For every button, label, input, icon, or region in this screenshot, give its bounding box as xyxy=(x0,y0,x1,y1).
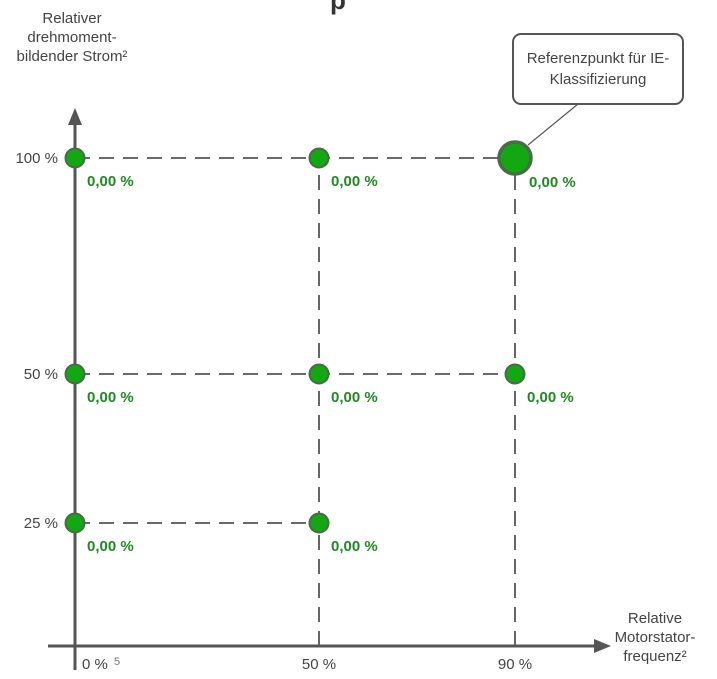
data-point xyxy=(308,147,330,169)
data-points: 0,00 % 0,00 % 0,00 % 0,00 % 0,00 % 0,00 % 0,00… xyxy=(64,140,576,555)
data-value-label: 0,00 % xyxy=(527,389,574,406)
tick-labels: 25 % 50 % 100 % 0 % 5 50 % 90 % xyxy=(15,150,532,673)
data-value-label: 0,00 % xyxy=(331,389,378,406)
data-value-label: 0,00 % xyxy=(87,538,134,555)
y-tick-label: 25 % xyxy=(24,515,58,532)
x-axis-arrow xyxy=(594,639,611,653)
data-value-label: 0,00 % xyxy=(87,389,134,406)
reference-callout: Referenzpunkt für IE-Klassifizierung xyxy=(512,33,684,105)
x-tick-label: 90 % xyxy=(498,656,532,673)
x-tick-label: 0 % xyxy=(82,656,108,673)
data-value-label: 0,00 % xyxy=(87,173,134,190)
data-value-label: 0,00 % xyxy=(331,173,378,190)
guide-lines xyxy=(75,157,516,646)
x-tick-label: 50 % xyxy=(302,656,336,673)
y-axis-arrow xyxy=(68,108,82,125)
y-tick-label: 100 % xyxy=(15,150,58,167)
y-axis-label: Relativer drehmoment-bildender Strom² xyxy=(16,10,128,65)
data-point xyxy=(64,363,86,385)
data-point xyxy=(64,147,86,169)
data-point xyxy=(64,512,86,534)
data-value-label: 0,00 % xyxy=(331,538,378,555)
x-axis-label: Relative Motorstator-frequenz² xyxy=(614,610,696,665)
reference-point xyxy=(497,140,533,176)
x-tick-footnote: 5 xyxy=(114,656,120,668)
data-point xyxy=(308,512,330,534)
data-value-label: 0,00 % xyxy=(529,174,576,191)
data-point xyxy=(504,363,526,385)
chart-title-fragment: p xyxy=(330,0,346,15)
callout-leader xyxy=(527,103,579,146)
y-tick-label: 50 % xyxy=(24,366,58,383)
data-point xyxy=(308,363,330,385)
